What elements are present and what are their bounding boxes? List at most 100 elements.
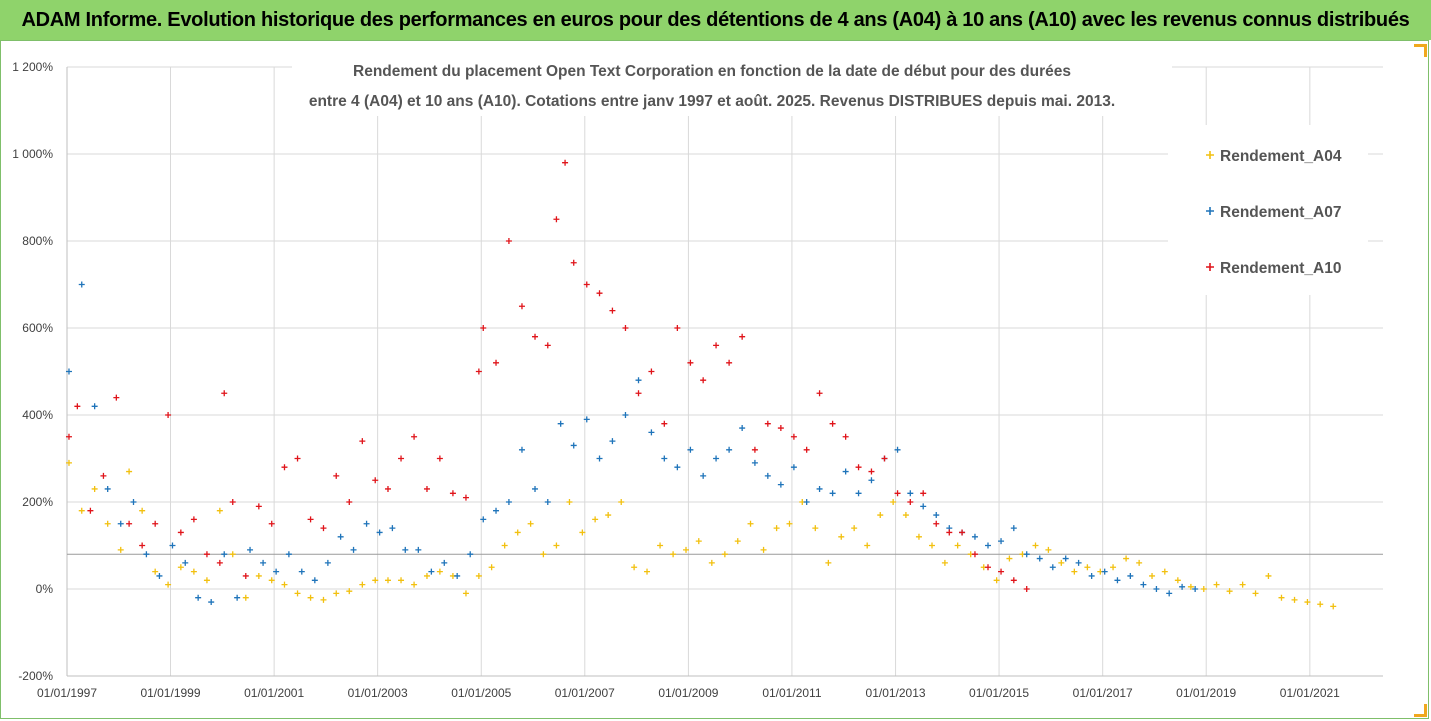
point-rendement-a04 bbox=[1304, 599, 1311, 606]
point-rendement-a04 bbox=[902, 512, 909, 519]
point-rendement-a10 bbox=[855, 464, 862, 471]
y-tick-label: 1 000% bbox=[12, 147, 53, 161]
y-tick-label: 400% bbox=[22, 408, 53, 422]
point-rendement-a07 bbox=[376, 529, 383, 536]
point-rendement-a07 bbox=[505, 499, 512, 505]
point-rendement-a10 bbox=[449, 490, 456, 497]
point-rendement-a07 bbox=[985, 542, 992, 549]
point-rendement-a04 bbox=[1136, 559, 1143, 566]
point-rendement-a07 bbox=[726, 446, 733, 453]
chart-title-line-2: entre 4 (A04) et 10 ans (A10). Cotations… bbox=[309, 93, 1115, 110]
point-rendement-a04 bbox=[527, 520, 534, 527]
point-rendement-a10 bbox=[505, 238, 512, 244]
point-rendement-a04 bbox=[462, 590, 469, 597]
point-rendement-a04 bbox=[540, 551, 547, 558]
point-rendement-a07 bbox=[1153, 586, 1160, 592]
point-rendement-a10 bbox=[462, 494, 469, 501]
point-rendement-a10 bbox=[751, 446, 758, 453]
point-rendement-a10 bbox=[998, 568, 1005, 575]
point-rendement-a04 bbox=[117, 546, 124, 553]
point-rendement-a10 bbox=[829, 420, 836, 427]
point-rendement-a07 bbox=[1075, 559, 1082, 566]
point-rendement-a10 bbox=[881, 455, 888, 462]
legend-label: Rendement_A04 bbox=[1220, 148, 1342, 165]
point-rendement-a04 bbox=[501, 542, 508, 549]
point-rendement-a04 bbox=[631, 564, 638, 571]
point-rendement-a07 bbox=[260, 559, 267, 566]
point-rendement-a04 bbox=[475, 572, 482, 579]
point-rendement-a10 bbox=[139, 542, 146, 549]
point-rendement-a07 bbox=[596, 455, 603, 462]
point-rendement-a04 bbox=[229, 551, 236, 558]
point-rendement-a10 bbox=[790, 433, 797, 440]
data-points bbox=[65, 159, 1337, 610]
point-rendement-a10 bbox=[346, 499, 353, 505]
point-rendement-a07 bbox=[855, 490, 862, 497]
point-rendement-a07 bbox=[1010, 525, 1017, 532]
point-rendement-a07 bbox=[156, 572, 163, 579]
point-rendement-a07 bbox=[622, 412, 629, 418]
point-rendement-a04 bbox=[1006, 555, 1013, 562]
point-rendement-a10 bbox=[544, 342, 551, 349]
point-rendement-a04 bbox=[747, 520, 754, 527]
y-tick-label: 1 200% bbox=[12, 60, 53, 74]
point-rendement-a04 bbox=[216, 507, 223, 514]
x-tick-label: 01/01/2017 bbox=[1073, 686, 1133, 700]
point-rendement-a07 bbox=[1101, 568, 1108, 575]
point-rendement-a04 bbox=[307, 594, 314, 601]
x-tick-label: 01/01/2001 bbox=[244, 686, 304, 700]
point-rendement-a10 bbox=[648, 368, 655, 375]
point-rendement-a04 bbox=[190, 568, 197, 575]
selection-handle-bottom-right[interactable] bbox=[1414, 704, 1427, 717]
point-rendement-a10 bbox=[894, 490, 901, 497]
point-rendement-a10 bbox=[177, 529, 184, 536]
point-rendement-a07 bbox=[971, 533, 978, 540]
point-rendement-a07 bbox=[493, 507, 500, 514]
point-rendement-a07 bbox=[700, 472, 707, 479]
point-rendement-a07 bbox=[764, 472, 771, 479]
point-rendement-a04 bbox=[398, 577, 405, 584]
point-rendement-a10 bbox=[570, 259, 577, 266]
point-rendement-a04 bbox=[1252, 590, 1259, 597]
selection-handle-top-right[interactable] bbox=[1414, 44, 1427, 57]
legend-label: Rendement_A10 bbox=[1220, 260, 1341, 277]
point-rendement-a04 bbox=[1084, 564, 1091, 571]
x-tick-label: 01/01/2009 bbox=[658, 686, 718, 700]
point-rendement-a04 bbox=[864, 542, 871, 549]
point-rendement-a07 bbox=[933, 512, 940, 519]
point-rendement-a10 bbox=[152, 520, 159, 527]
point-rendement-a04 bbox=[372, 577, 379, 584]
point-rendement-a10 bbox=[700, 377, 707, 384]
x-axis-ticks: 01/01/1997 01/01/1999 01/01/2001 01/01/2003… bbox=[37, 686, 1340, 700]
chart-frame bbox=[0, 40, 1429, 719]
point-rendement-a07 bbox=[1166, 590, 1173, 597]
point-rendement-a04 bbox=[773, 525, 780, 532]
point-rendement-a04 bbox=[165, 581, 172, 588]
point-rendement-a10 bbox=[868, 468, 875, 475]
x-tick-label: 01/01/2019 bbox=[1176, 686, 1236, 700]
point-rendement-a07 bbox=[609, 438, 616, 445]
point-rendement-a10 bbox=[518, 303, 525, 310]
point-rendement-a04 bbox=[488, 564, 495, 571]
point-rendement-a07 bbox=[415, 546, 422, 553]
legend: Rendement_A04 Rendement_A07 Rendement_A10 bbox=[1168, 125, 1368, 295]
point-rendement-a07 bbox=[583, 416, 590, 423]
point-rendement-a10 bbox=[221, 390, 228, 397]
legend-background bbox=[1168, 125, 1368, 295]
point-rendement-a10 bbox=[764, 420, 771, 427]
point-rendement-a07 bbox=[648, 429, 655, 436]
title-background bbox=[292, 56, 1172, 116]
point-rendement-a04 bbox=[1032, 542, 1039, 549]
point-rendement-a07 bbox=[389, 525, 396, 532]
point-rendement-a10 bbox=[583, 281, 590, 288]
point-rendement-a07 bbox=[350, 546, 357, 553]
point-rendement-a04 bbox=[281, 581, 288, 588]
point-rendement-a04 bbox=[579, 529, 586, 536]
point-rendement-a04 bbox=[721, 551, 728, 558]
header-title: ADAM Informe. Evolution historique des p… bbox=[21, 8, 1410, 31]
point-rendement-a10 bbox=[609, 307, 616, 314]
x-tick-label: 01/01/2013 bbox=[866, 686, 926, 700]
point-rendement-a04 bbox=[851, 525, 858, 532]
point-rendement-a10 bbox=[674, 325, 681, 331]
point-rendement-a04 bbox=[877, 512, 884, 519]
